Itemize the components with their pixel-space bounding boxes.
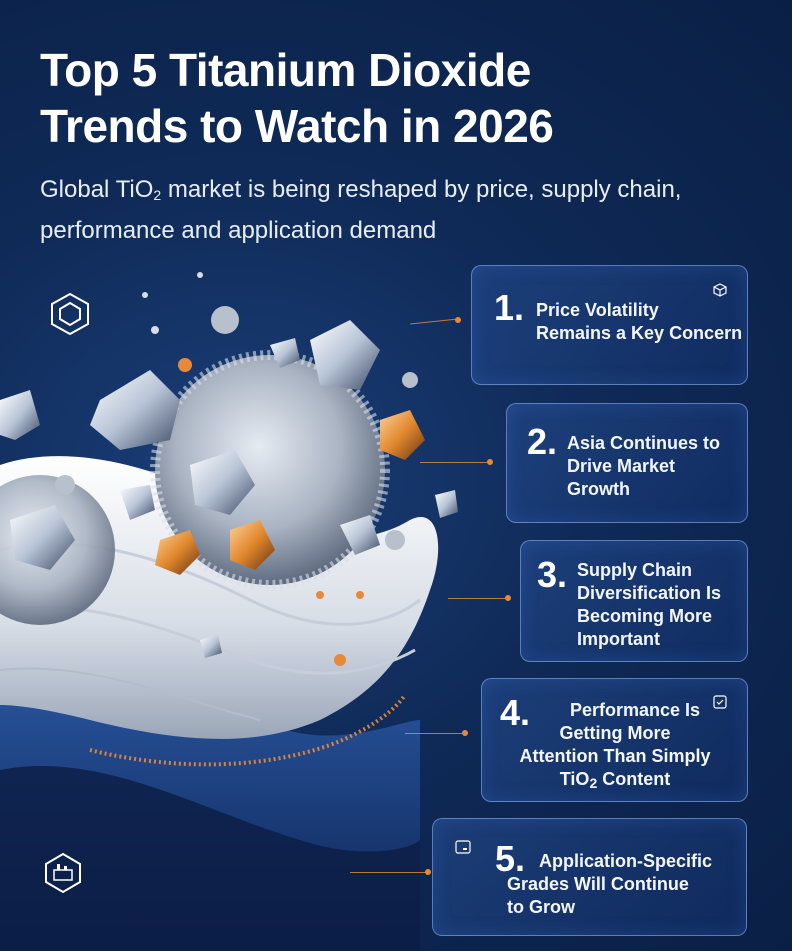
hexagon-logo-icon bbox=[51, 292, 89, 336]
trend-text: Performance Is Getting More Attention Th… bbox=[519, 700, 711, 791]
page-subtitle: Global TiO2 market is being reshaped by … bbox=[40, 172, 760, 249]
trend-number: 3. bbox=[537, 554, 568, 595]
trend-card-4: 4. Performance Is Getting More Attention… bbox=[481, 678, 748, 802]
connector-dot-3 bbox=[505, 595, 511, 601]
connector-4 bbox=[405, 733, 465, 734]
trend-number: 1. bbox=[494, 287, 525, 328]
factory-badge-icon bbox=[45, 852, 81, 894]
connector-dot-1 bbox=[455, 317, 461, 323]
check-box-icon bbox=[713, 695, 727, 709]
titanium-crystal-paint-illustration bbox=[0, 272, 458, 951]
trend-text: Price Volatility Remains a Key Concern bbox=[536, 300, 743, 343]
card-icon bbox=[455, 840, 471, 854]
connector-dot-2 bbox=[487, 459, 493, 465]
trend-number: 5. bbox=[495, 838, 526, 879]
trend-text: Supply Chain Diversification Is Becoming… bbox=[577, 560, 722, 649]
connector-dot-5 bbox=[425, 869, 431, 875]
trend-text: Application-Specific Grades Will Continu… bbox=[507, 851, 713, 917]
connector-2 bbox=[420, 462, 490, 463]
title-line-1: Top 5 Titanium Dioxide bbox=[40, 44, 531, 96]
title-line-2: Trends to Watch in 2026 bbox=[40, 100, 554, 152]
cube-icon bbox=[713, 283, 727, 297]
trend-number: 4. bbox=[500, 692, 531, 733]
trend-card-3: 3. Supply Chain Diversification Is Becom… bbox=[520, 540, 748, 662]
connector-5 bbox=[350, 872, 428, 873]
trend-card-5: 5. Application-Specific Grades Will Cont… bbox=[432, 818, 747, 936]
connector-dot-4 bbox=[462, 730, 468, 736]
trend-text: Asia Continues to Drive Market Growth bbox=[567, 433, 721, 499]
trend-card-1: 1. Price Volatility Remains a Key Concer… bbox=[471, 265, 748, 385]
page-title: Top 5 Titanium Dioxide Trends to Watch i… bbox=[40, 42, 760, 154]
subtitle-line-1: Global TiO2 market is being reshaped by … bbox=[40, 176, 682, 203]
subtitle-line-2: performance and application demand bbox=[40, 217, 437, 244]
trend-card-2: 2. Asia Continues to Drive Market Growth bbox=[506, 403, 748, 523]
trend-number: 2. bbox=[527, 421, 558, 462]
connector-3 bbox=[448, 598, 508, 599]
